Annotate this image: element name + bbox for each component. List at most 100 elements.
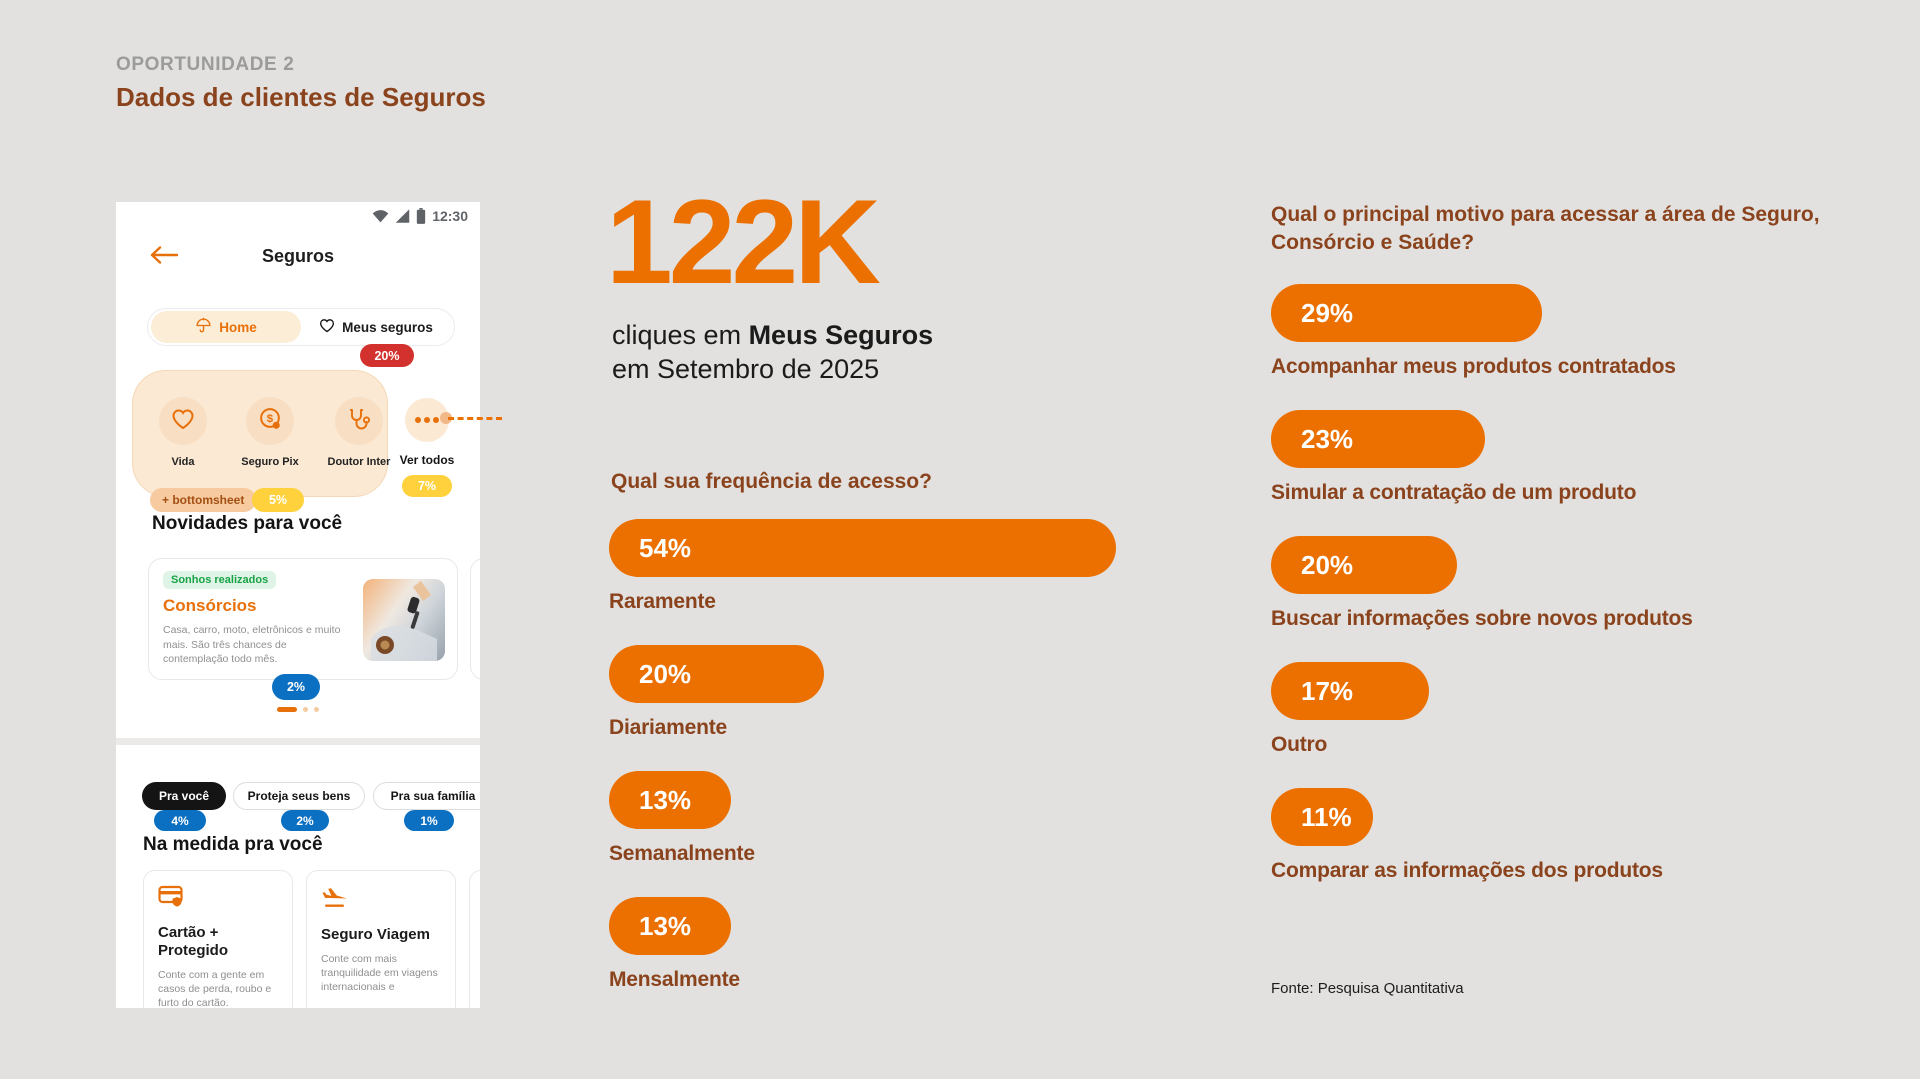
- bar-value-label: 29%: [1301, 297, 1354, 328]
- quick-actions-panel: $ Vida Seguro Pix Doutor Inter: [132, 370, 390, 497]
- airplane-takeoff-icon: [321, 888, 349, 913]
- bar-category-label: Buscar informações sobre novos produtos: [1271, 607, 1693, 630]
- section-title-novidades: Novidades para você: [152, 513, 343, 534]
- stat-caption-bold: Meus Seguros: [748, 320, 934, 350]
- stat-caption: cliques em Meus Seguros em Setembro de 2…: [612, 318, 933, 386]
- more-dots-icon: [433, 417, 439, 423]
- bar-value-label: 17%: [1301, 675, 1354, 706]
- page-title: Dados de clientes de Seguros: [116, 82, 486, 112]
- bar: 29%: [1271, 284, 1542, 342]
- stat-caption-line2: em Setembro de 2025: [612, 354, 880, 384]
- card-body: Conte com mais tranquilidade em viagens …: [321, 953, 438, 993]
- bar-row: 17% Outro: [1271, 662, 1871, 757]
- bar-category-label: Diariamente: [609, 716, 728, 739]
- chart-motivos-title: Qual o principal motivo para acessar a á…: [1271, 203, 1820, 254]
- bar-row: 20% Diariamente: [609, 645, 1169, 740]
- stat-caption-prefix: cliques em: [612, 320, 749, 350]
- card-next-sliver: [469, 870, 480, 1008]
- section-title-na-medida: Na medida pra você: [143, 834, 323, 855]
- bar-category-label: Acompanhar meus produtos contratados: [1271, 355, 1676, 378]
- carousel-dot: [303, 707, 308, 712]
- bar-value-label: 20%: [1301, 549, 1354, 580]
- more-dots-icon: [415, 417, 421, 423]
- bar-row: 23% Simular a contratação de um produto: [1271, 410, 1871, 505]
- bar-row: 54% Raramente: [609, 519, 1169, 614]
- card-body: Conte com a gente em casos de perda, rou…: [158, 969, 272, 1008]
- tab-meus-seguros[interactable]: Meus seguros: [301, 311, 451, 343]
- quick-action-doutor-inter[interactable]: [335, 397, 383, 445]
- status-badge-meus-seguros: 20%: [360, 344, 414, 367]
- bar-category-label: Semanalmente: [609, 842, 755, 865]
- heart-icon: [171, 408, 195, 435]
- quick-action-label: Doutor Inter: [327, 456, 391, 468]
- quick-action-label: Vida: [171, 456, 195, 468]
- status-badge-panel: 5%: [252, 488, 304, 512]
- bar-category-label: Raramente: [609, 590, 716, 613]
- quick-action-vida[interactable]: [159, 397, 207, 445]
- stat-caption-line1: cliques em Meus Seguros: [612, 318, 933, 352]
- status-badge-ver-todos: 7%: [402, 475, 452, 497]
- bar-row: 13% Semanalmente: [609, 771, 1169, 866]
- source-note: Fonte: Pesquisa Quantitativa: [1271, 980, 1464, 997]
- bar-value-label: 11%: [1301, 801, 1352, 832]
- chart-motivos: 29% Acompanhar meus produtos contratados 2…: [1271, 284, 1871, 914]
- bar: 20%: [1271, 536, 1457, 594]
- tab-bar: Home Meus seguros: [147, 308, 455, 346]
- bar: 20%: [609, 645, 824, 703]
- bar: 13%: [609, 897, 731, 955]
- umbrella-icon: [195, 317, 212, 337]
- phone-screenshot: 12:30 Seguros Home Meus seguros 20% $: [116, 202, 480, 1008]
- carousel-dots[interactable]: [116, 707, 480, 712]
- card-cartao-protegido[interactable]: Cartão + Protegido Conte com a gente em …: [143, 870, 293, 1008]
- chart-frequency: 54% Raramente 20% Diariamente 13% Semanalment…: [609, 519, 1169, 1023]
- stat-value: 122K: [606, 175, 881, 309]
- status-time: 12:30: [432, 208, 468, 224]
- chip-proteja-seus-bens[interactable]: Proteja seus bens: [233, 782, 365, 810]
- heart-icon: [319, 318, 335, 336]
- carousel-connector-dashes: [448, 417, 502, 420]
- card-consorcios-title: Consórcios: [163, 596, 257, 615]
- bar: 54%: [609, 519, 1116, 577]
- credit-card-shield-icon: [158, 885, 185, 911]
- chip-pra-voce[interactable]: Pra você: [142, 782, 226, 810]
- ver-todos-label: Ver todos: [399, 453, 455, 467]
- back-arrow-icon[interactable]: [150, 246, 179, 269]
- carousel-dot-active: [277, 707, 297, 712]
- stethoscope-icon: [347, 407, 371, 436]
- annotation-bottomsheet-badge: + bottomsheet: [150, 488, 257, 512]
- quick-action-label: Seguro Pix: [241, 456, 299, 468]
- car-key-photo: [363, 579, 445, 661]
- chip-pra-sua-familia[interactable]: Pra sua família: [373, 782, 480, 810]
- chart-frequency-title: Qual sua frequência de acesso?: [611, 470, 932, 493]
- tab-home[interactable]: Home: [151, 311, 301, 343]
- card-consorcios[interactable]: Sonhos realizados Consórcios Casa, carro…: [148, 558, 458, 680]
- bar-category-label: Outro: [1271, 733, 1328, 756]
- bar-value-label: 13%: [639, 784, 692, 815]
- bar-value-label: 23%: [1301, 423, 1354, 454]
- phone-header-title: Seguros: [261, 246, 335, 266]
- connector-nub: [440, 412, 452, 424]
- card-consorcios-body: Casa, carro, moto, eletrônicos e muito m…: [163, 624, 341, 665]
- svg-text:$: $: [266, 413, 273, 425]
- card-title: Cartão + Protegido: [158, 924, 228, 959]
- bar-category-label: Simular a contratação de um produto: [1271, 481, 1637, 504]
- bar-row: 20% Buscar informações sobre novos produt…: [1271, 536, 1871, 631]
- status-badge-chip: 4%: [154, 810, 206, 831]
- bar-row: 13% Mensalmente: [609, 897, 1169, 992]
- quick-action-seguro-pix[interactable]: $: [246, 397, 294, 445]
- bar-row: 29% Acompanhar meus produtos contratados: [1271, 284, 1871, 379]
- bar-category-label: Mensalmente: [609, 968, 740, 991]
- slide-eyebrow: OPORTUNIDADE 2: [116, 54, 295, 75]
- status-badge-chip: 1%: [404, 810, 454, 831]
- more-dots-icon: [424, 417, 430, 423]
- status-bar: 12:30: [372, 208, 468, 224]
- bar-row: 11% Comparar as informações dos produtos: [1271, 788, 1871, 883]
- card-seguro-viagem[interactable]: Seguro Viagem Conte com mais tranquilida…: [306, 870, 456, 1008]
- status-badge-carousel: 2%: [272, 674, 320, 700]
- card-next-sliver: [470, 558, 480, 680]
- bar-value-label: 13%: [639, 910, 692, 941]
- tab-home-label: Home: [219, 319, 257, 335]
- battery-icon: [416, 208, 426, 224]
- tab-meus-seguros-label: Meus seguros: [342, 319, 433, 335]
